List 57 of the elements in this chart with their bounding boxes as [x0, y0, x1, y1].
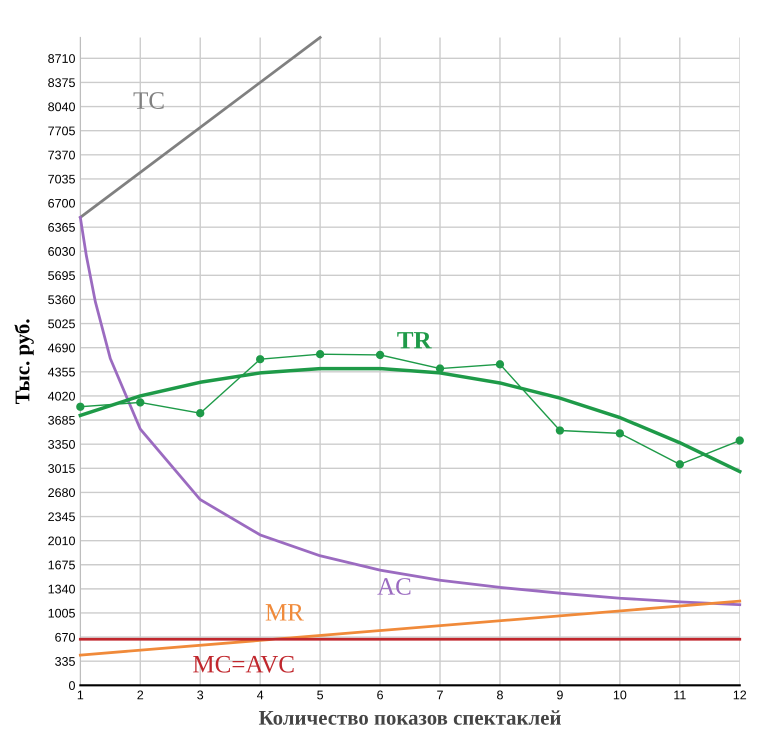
point	[196, 409, 204, 418]
y-tick-label: 8375	[48, 78, 75, 88]
y-tick-label: 2680	[48, 488, 75, 498]
x-tick-label: 8	[497, 690, 503, 700]
y-tick-label: 7370	[48, 150, 75, 160]
y-tick-label: 1340	[48, 584, 75, 594]
y-tick-label: 3685	[48, 416, 75, 425]
x-tick-label: 11	[674, 690, 686, 700]
y-tick-label: 8040	[48, 102, 75, 112]
x-tick-label: 4	[256, 690, 264, 700]
x-tick-label: 2	[137, 690, 144, 700]
y-tick-label: 4690	[48, 344, 75, 352]
point	[736, 436, 744, 445]
y-tick-label: 335	[55, 657, 75, 666]
series-label: AC	[377, 578, 410, 595]
point	[376, 350, 384, 360]
x-tick-label: 5	[317, 690, 324, 700]
x-tick-label: 1	[78, 690, 84, 700]
x-tick-label: 9	[557, 690, 563, 700]
series-label: MR	[266, 604, 304, 621]
y-tick-label: 5360	[48, 295, 75, 304]
series-label: MC=AVC	[193, 656, 294, 673]
point	[76, 402, 84, 411]
x-tick-label: 7	[437, 690, 443, 700]
y-tick-label: 2345	[48, 512, 75, 522]
y-tick-label: 7705	[48, 126, 75, 136]
point	[256, 355, 264, 364]
point	[496, 360, 504, 368]
y-tick-label: 6700	[48, 198, 75, 208]
y-tick-label: 6365	[48, 222, 75, 232]
point	[676, 460, 684, 468]
point	[316, 350, 324, 358]
y-axis-title: Тыс. руб.	[14, 319, 34, 404]
x-axis-title: Количество показов спектаклей	[258, 710, 561, 725]
y-tick-label: 8710	[48, 54, 75, 63]
y-tick-label: 4020	[48, 392, 75, 401]
y-tick-label: 6030	[48, 247, 75, 256]
x-tick-label: 12	[734, 690, 746, 700]
x-tick-label: 3	[197, 690, 204, 700]
x-tick-label: 6	[377, 690, 383, 700]
point	[136, 398, 144, 407]
y-tick-label: 5695	[48, 271, 75, 280]
y-tick-label: 5025	[48, 319, 75, 328]
series-label: TC	[134, 92, 164, 109]
series-label: TR	[397, 332, 432, 348]
y-tick-label: 3350	[48, 440, 75, 449]
y-tick-label: 4355	[48, 368, 75, 376]
y-tick-label: 0	[69, 681, 75, 690]
y-tick-label: 670	[55, 632, 75, 642]
y-tick-label: 3015	[48, 464, 75, 473]
point	[616, 429, 624, 438]
y-tick-label: 1005	[48, 608, 75, 618]
x-tick-label: 10	[614, 690, 626, 700]
point	[556, 426, 564, 435]
y-tick-label: 1675	[48, 560, 75, 570]
y-tick-label: 7035	[48, 174, 75, 184]
y-tick-label: 2010	[48, 536, 75, 546]
